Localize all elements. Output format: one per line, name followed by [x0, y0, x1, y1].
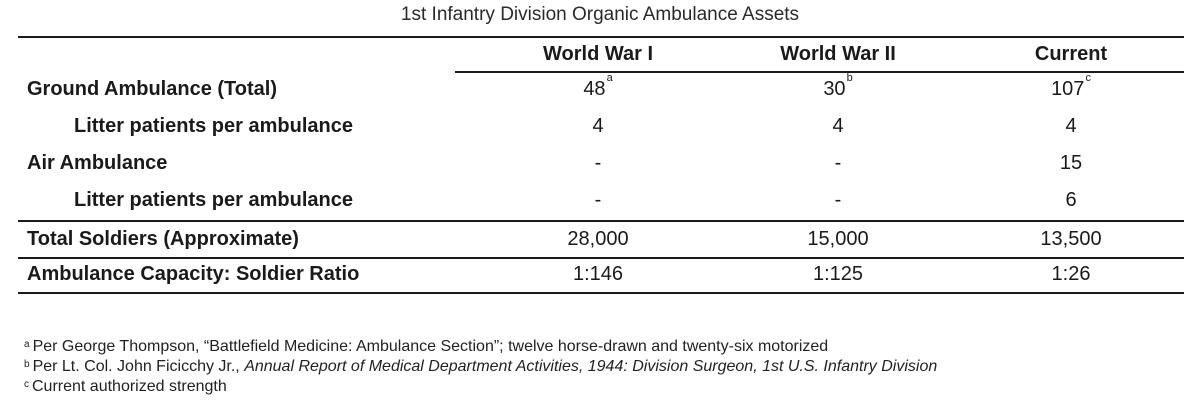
- footnote-b: b Per Lt. Col. John Ficicchy Jr., Annual …: [24, 357, 1184, 377]
- row-label-ground-ambulance: Ground Ambulance (Total): [27, 78, 277, 100]
- cell-air-litter-wwii: -: [834, 189, 842, 211]
- row-label-ground-litter: Litter patients per ambulance: [74, 115, 353, 137]
- cell-total-soldiers-wwi: 28,000: [567, 228, 629, 250]
- cell-ground-litter-wwii: 4: [832, 115, 844, 137]
- cell-ground-ambulance-wwi: 48a: [583, 72, 613, 100]
- row-label-capacity-ratio: Ambulance Capacity: Soldier Ratio: [27, 263, 360, 285]
- cell-air-ambulance-wwii: -: [834, 152, 842, 174]
- ratio-top-rule: [18, 257, 1184, 259]
- footnote-mark: c: [24, 379, 29, 390]
- cell-air-litter-wwi: -: [594, 189, 602, 211]
- cell-ground-ambulance-wwii: 30b: [823, 72, 853, 100]
- column-header-current: Current: [1034, 43, 1108, 65]
- footnote-ref-c: c: [1085, 72, 1091, 84]
- row-label-air-ambulance: Air Ambulance: [27, 152, 168, 174]
- table-bottom-rule: [18, 292, 1184, 294]
- cell-total-soldiers-wwii: 15,000: [807, 228, 869, 250]
- footnote-text: Per Lt. Col. John Ficicchy Jr.,: [32, 358, 245, 375]
- footnote-mark: a: [24, 339, 30, 350]
- table-row: Ambulance Capacity: Soldier Ratio 1:146 …: [18, 256, 1184, 293]
- footnote-ref-a: a: [606, 72, 613, 84]
- cell-ground-litter-wwi: 4: [592, 115, 604, 137]
- cell-ground-ambulance-current: 107c: [1051, 72, 1091, 100]
- header-underline-rule: [455, 71, 1184, 73]
- cell-air-litter-current: 6: [1065, 189, 1077, 211]
- table-header-row: World War I World War II Current: [18, 36, 1184, 73]
- cell-capacity-ratio-current: 1:26: [1051, 263, 1091, 285]
- cell-capacity-ratio-wwi: 1:146: [572, 263, 624, 285]
- cell-air-ambulance-wwi: -: [594, 152, 602, 174]
- table-row: Total Soldiers (Approximate) 28,000 15,0…: [18, 221, 1184, 258]
- footnote-citation-title: Annual Report of Medical Department Acti…: [244, 358, 938, 375]
- footnote-a: a Per George Thompson, “Battlefield Medic…: [24, 337, 1184, 357]
- row-label-total-soldiers: Total Soldiers (Approximate): [27, 228, 299, 250]
- row-label-air-litter: Litter patients per ambulance: [74, 189, 353, 211]
- totals-top-rule: [18, 220, 1184, 222]
- column-header-wwii: World War II: [780, 43, 896, 65]
- cell-total-soldiers-current: 13,500: [1040, 228, 1102, 250]
- column-header-wwi: World War I: [543, 43, 653, 65]
- cell-capacity-ratio-wwii: 1:125: [812, 263, 864, 285]
- table-row: Litter patients per ambulance 4 4 4: [18, 108, 1184, 145]
- cell-ground-litter-current: 4: [1065, 115, 1077, 137]
- table-row: Ground Ambulance (Total) 48a 30b 107c: [18, 71, 1184, 108]
- footnote-text: Current authorized strength: [32, 378, 227, 395]
- footnote-c: c Current authorized strength: [24, 377, 1184, 397]
- footnote-ref-b: b: [846, 72, 853, 84]
- cell-air-ambulance-current: 15: [1059, 152, 1083, 174]
- table-row: Litter patients per ambulance - - 6: [18, 182, 1184, 219]
- table-title: 1st Infantry Division Organic Ambulance …: [400, 4, 800, 25]
- table-top-rule: [18, 36, 1184, 38]
- footnotes: a Per George Thompson, “Battlefield Medic…: [24, 337, 1184, 397]
- footnote-mark: b: [24, 359, 30, 370]
- footnote-text: Per George Thompson, “Battlefield Medici…: [32, 338, 829, 355]
- table-row: Air Ambulance - - 15: [18, 145, 1184, 182]
